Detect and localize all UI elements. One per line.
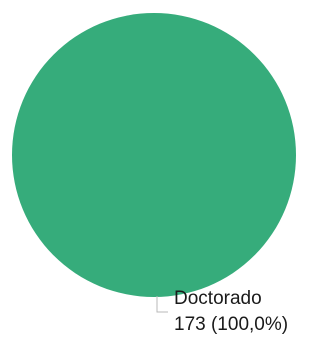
slice-leader-line bbox=[156, 296, 168, 313]
pie-slices bbox=[12, 13, 296, 297]
slice-value-label: 173 (100,0%) bbox=[174, 314, 288, 335]
pie-slice-1 bbox=[12, 13, 296, 297]
pie-labels: Doctorado 173 (100,0%) bbox=[156, 288, 288, 335]
slice-label: Doctorado bbox=[174, 288, 262, 309]
